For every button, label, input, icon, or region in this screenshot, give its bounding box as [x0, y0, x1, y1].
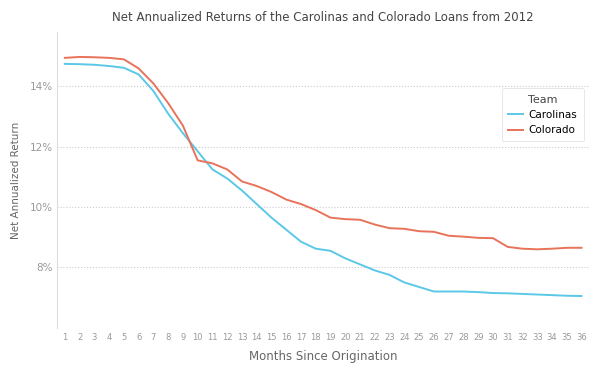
Carolinas	[563, 294, 571, 298]
Colorado	[312, 208, 319, 212]
Colorado	[298, 202, 305, 206]
Colorado	[253, 184, 260, 188]
Colorado	[283, 197, 290, 202]
Carolinas	[283, 227, 290, 232]
Colorado	[356, 218, 364, 222]
Colorado	[490, 236, 497, 240]
Carolinas	[91, 62, 98, 67]
Carolinas	[209, 167, 216, 172]
Colorado	[120, 57, 127, 62]
Carolinas	[164, 111, 172, 116]
Colorado	[430, 230, 437, 234]
Carolinas	[120, 65, 127, 70]
Legend: Carolinas, Colorado: Carolinas, Colorado	[502, 89, 584, 141]
Carolinas	[548, 293, 556, 297]
Colorado	[445, 233, 452, 238]
Carolinas	[533, 292, 541, 297]
Carolinas	[179, 131, 187, 135]
Colorado	[578, 246, 585, 250]
Colorado	[519, 246, 526, 251]
Carolinas	[445, 289, 452, 294]
Colorado	[238, 179, 245, 184]
Carolinas	[194, 149, 201, 154]
Carolinas	[504, 291, 511, 295]
Carolinas	[401, 280, 408, 285]
Colorado	[548, 246, 556, 251]
Carolinas	[76, 62, 83, 67]
Carolinas	[253, 202, 260, 206]
Colorado	[106, 56, 113, 60]
Carolinas	[224, 176, 231, 181]
Carolinas	[238, 188, 245, 193]
Colorado	[475, 236, 482, 240]
Carolinas	[475, 290, 482, 294]
Colorado	[563, 246, 571, 250]
Colorado	[342, 217, 349, 221]
Carolinas	[342, 256, 349, 261]
Colorado	[386, 226, 393, 230]
Line: Colorado: Colorado	[65, 57, 581, 249]
Carolinas	[578, 294, 585, 298]
Colorado	[179, 123, 187, 128]
Colorado	[209, 161, 216, 166]
Carolinas	[460, 289, 467, 294]
Carolinas	[61, 62, 68, 66]
Colorado	[371, 222, 379, 227]
Carolinas	[106, 64, 113, 68]
Colorado	[401, 227, 408, 231]
Colorado	[268, 190, 275, 194]
Colorado	[460, 234, 467, 239]
Carolinas	[268, 215, 275, 220]
Colorado	[61, 56, 68, 60]
Colorado	[135, 66, 142, 71]
Carolinas	[430, 289, 437, 294]
Carolinas	[327, 249, 334, 253]
Carolinas	[356, 262, 364, 267]
Carolinas	[386, 273, 393, 277]
Carolinas	[312, 246, 319, 251]
Carolinas	[371, 268, 379, 273]
Line: Carolinas: Carolinas	[65, 64, 581, 296]
Colorado	[76, 55, 83, 59]
Colorado	[504, 245, 511, 249]
Carolinas	[416, 285, 423, 289]
Colorado	[150, 81, 157, 86]
Colorado	[416, 229, 423, 233]
Carolinas	[150, 89, 157, 93]
Colorado	[327, 215, 334, 220]
Colorado	[533, 247, 541, 252]
Colorado	[224, 167, 231, 172]
Title: Net Annualized Returns of the Carolinas and Colorado Loans from 2012: Net Annualized Returns of the Carolinas …	[112, 11, 534, 24]
Carolinas	[298, 239, 305, 244]
Carolinas	[135, 72, 142, 77]
X-axis label: Months Since Origination: Months Since Origination	[249, 350, 397, 363]
Colorado	[164, 101, 172, 105]
Carolinas	[519, 292, 526, 296]
Carolinas	[490, 291, 497, 295]
Y-axis label: Net Annualized Return: Net Annualized Return	[11, 121, 21, 239]
Colorado	[194, 158, 201, 163]
Colorado	[91, 55, 98, 59]
